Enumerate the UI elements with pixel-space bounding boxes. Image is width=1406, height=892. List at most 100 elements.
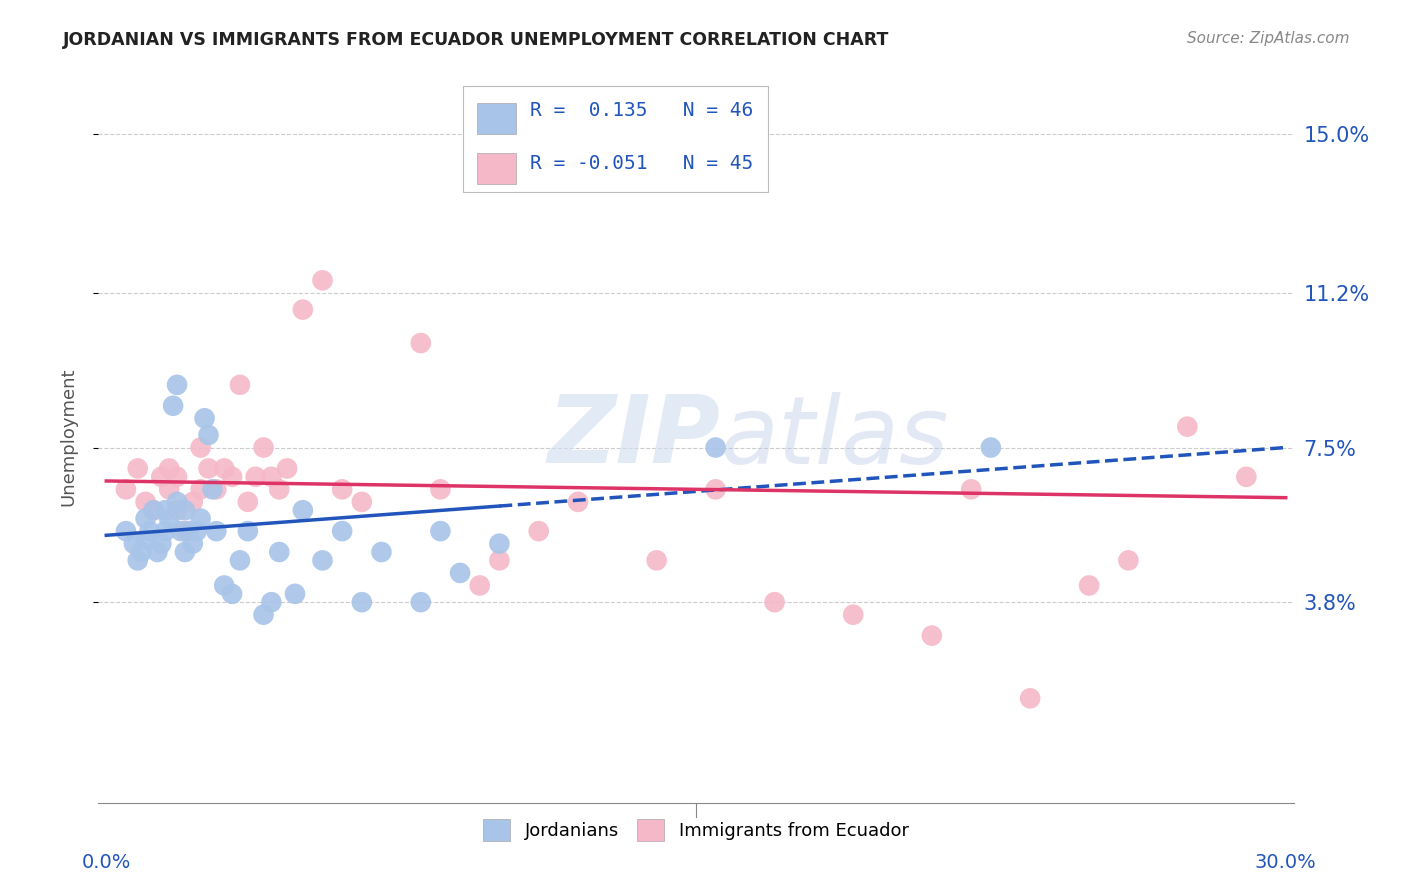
Point bbox=[157, 511, 180, 525]
Point bbox=[212, 578, 235, 592]
Point bbox=[186, 524, 208, 538]
Point bbox=[115, 483, 138, 497]
Point bbox=[142, 503, 165, 517]
Point bbox=[166, 503, 188, 517]
Point bbox=[221, 470, 243, 484]
Point bbox=[205, 524, 228, 538]
Point bbox=[146, 545, 169, 559]
Point bbox=[488, 553, 510, 567]
Point bbox=[527, 524, 550, 538]
Point bbox=[370, 545, 392, 559]
Point bbox=[276, 461, 298, 475]
Point bbox=[115, 524, 138, 538]
FancyBboxPatch shape bbox=[477, 153, 516, 184]
Point bbox=[429, 483, 451, 497]
Point bbox=[236, 495, 259, 509]
Point bbox=[157, 461, 180, 475]
Point bbox=[166, 495, 188, 509]
Point bbox=[131, 545, 153, 559]
Point bbox=[291, 503, 314, 517]
Point bbox=[229, 377, 252, 392]
Legend: Jordanians, Immigrants from Ecuador: Jordanians, Immigrants from Ecuador bbox=[477, 812, 915, 848]
Point bbox=[980, 441, 1002, 455]
Point bbox=[122, 536, 145, 550]
Point bbox=[291, 302, 314, 317]
Point bbox=[704, 441, 727, 455]
Point bbox=[201, 483, 224, 497]
Point bbox=[155, 503, 177, 517]
Point bbox=[645, 553, 668, 567]
Point bbox=[1177, 419, 1199, 434]
Point bbox=[150, 470, 173, 484]
Point bbox=[212, 461, 235, 475]
Text: ZIP: ZIP bbox=[547, 391, 720, 483]
Text: 30.0%: 30.0% bbox=[1254, 853, 1316, 872]
Point bbox=[409, 595, 432, 609]
Text: 0.0%: 0.0% bbox=[82, 853, 131, 872]
Point bbox=[174, 524, 197, 538]
Point bbox=[960, 483, 983, 497]
Point bbox=[155, 524, 177, 538]
Point bbox=[229, 553, 252, 567]
Point bbox=[127, 461, 149, 475]
Text: R = -0.051   N = 45: R = -0.051 N = 45 bbox=[530, 154, 754, 173]
Point bbox=[260, 595, 283, 609]
Point bbox=[468, 578, 491, 592]
Point bbox=[221, 587, 243, 601]
Point bbox=[135, 495, 157, 509]
Point bbox=[921, 629, 943, 643]
Point bbox=[1078, 578, 1101, 592]
Point bbox=[166, 470, 188, 484]
Point bbox=[1118, 553, 1140, 567]
Point bbox=[1234, 470, 1257, 484]
Point bbox=[567, 495, 589, 509]
Point bbox=[205, 483, 228, 497]
Point bbox=[260, 470, 283, 484]
Point bbox=[170, 524, 193, 538]
Point bbox=[190, 511, 212, 525]
Text: R =  0.135   N = 46: R = 0.135 N = 46 bbox=[530, 101, 754, 120]
Text: Source: ZipAtlas.com: Source: ZipAtlas.com bbox=[1187, 31, 1350, 46]
Point bbox=[197, 428, 219, 442]
Point bbox=[269, 483, 291, 497]
Point bbox=[150, 536, 173, 550]
Point bbox=[488, 536, 510, 550]
Point bbox=[409, 336, 432, 351]
Point bbox=[252, 441, 274, 455]
Point bbox=[157, 483, 180, 497]
Point bbox=[350, 495, 373, 509]
FancyBboxPatch shape bbox=[463, 86, 768, 192]
Point bbox=[284, 587, 307, 601]
Point bbox=[245, 470, 267, 484]
Point bbox=[135, 511, 157, 525]
Point bbox=[269, 545, 291, 559]
Point bbox=[197, 461, 219, 475]
Point bbox=[174, 545, 197, 559]
Point bbox=[127, 553, 149, 567]
Point bbox=[350, 595, 373, 609]
Point bbox=[138, 524, 160, 538]
Point bbox=[236, 524, 259, 538]
Point bbox=[174, 503, 197, 517]
Point bbox=[193, 411, 215, 425]
Point bbox=[763, 595, 786, 609]
Text: JORDANIAN VS IMMIGRANTS FROM ECUADOR UNEMPLOYMENT CORRELATION CHART: JORDANIAN VS IMMIGRANTS FROM ECUADOR UNE… bbox=[63, 31, 890, 49]
Point bbox=[177, 524, 200, 538]
Point bbox=[162, 399, 184, 413]
Point bbox=[311, 273, 333, 287]
Point bbox=[190, 441, 212, 455]
Point bbox=[1019, 691, 1042, 706]
Text: atlas: atlas bbox=[720, 392, 948, 483]
Point bbox=[135, 533, 157, 547]
Point bbox=[311, 553, 333, 567]
Point bbox=[330, 524, 353, 538]
Point bbox=[429, 524, 451, 538]
Point bbox=[181, 495, 204, 509]
Point bbox=[449, 566, 471, 580]
Point bbox=[704, 483, 727, 497]
Point bbox=[190, 483, 212, 497]
Y-axis label: Unemployment: Unemployment bbox=[59, 368, 77, 507]
Point bbox=[842, 607, 865, 622]
Point bbox=[142, 503, 165, 517]
FancyBboxPatch shape bbox=[477, 103, 516, 134]
